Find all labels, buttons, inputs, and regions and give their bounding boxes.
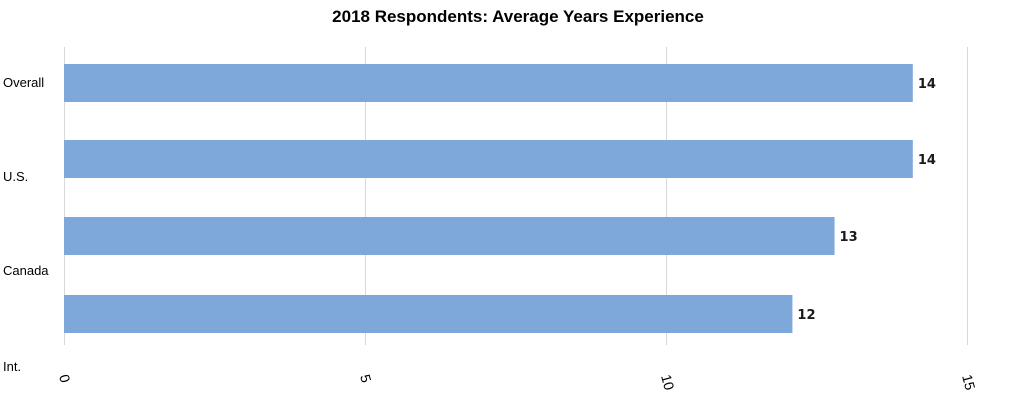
bar bbox=[64, 217, 835, 255]
category-labels: Overall U.S. Canada Int. bbox=[3, 75, 49, 374]
category-label: Int. bbox=[3, 359, 21, 374]
x-tick-label: 0 bbox=[56, 373, 74, 385]
chart-title: 2018 Respondents: Average Years Experien… bbox=[332, 7, 704, 26]
x-tick-label: 5 bbox=[357, 373, 375, 385]
data-label: 14 bbox=[918, 77, 936, 92]
x-tick-label: 10 bbox=[658, 373, 678, 392]
category-label: U.S. bbox=[3, 169, 28, 184]
bar bbox=[64, 295, 793, 333]
data-label: 13 bbox=[840, 230, 858, 245]
bar bbox=[64, 64, 913, 102]
bars bbox=[64, 64, 913, 333]
x-axis-tick-labels: 0 5 10 15 bbox=[56, 373, 979, 392]
category-label: Overall bbox=[3, 75, 44, 90]
data-label: 14 bbox=[918, 153, 936, 168]
category-label: Canada bbox=[3, 263, 49, 278]
bar bbox=[64, 140, 913, 178]
data-label: 12 bbox=[797, 308, 815, 323]
data-labels: 14 14 13 12 bbox=[797, 77, 935, 323]
x-tick-label: 15 bbox=[959, 373, 979, 392]
